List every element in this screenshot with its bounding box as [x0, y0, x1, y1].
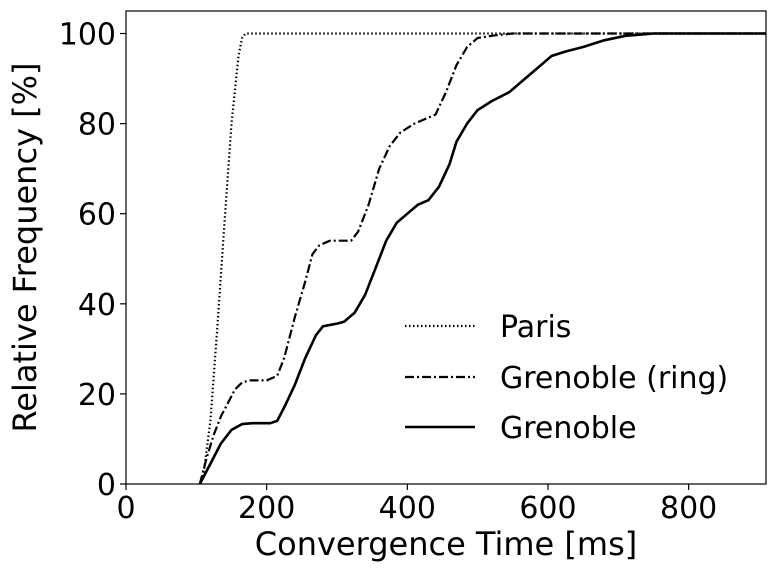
x-tick-label: 800 — [660, 491, 717, 526]
legend-label: Grenoble — [500, 411, 637, 446]
x-tick-label: 200 — [238, 491, 295, 526]
series-line-grenoble — [198, 32, 766, 485]
y-tick-label: 60 — [78, 198, 116, 233]
y-axis-label: Relative Frequency [%] — [6, 62, 44, 432]
series-line-paris — [198, 32, 766, 485]
legend-label: Grenoble (ring) — [500, 361, 728, 396]
y-tick-label: 40 — [78, 288, 116, 323]
x-axis-label: Convergence Time [ms] — [255, 525, 637, 563]
x-tick-label: 600 — [519, 491, 576, 526]
y-tick-label: 100 — [59, 18, 116, 53]
x-axis-ticks: 0 200 400 600 800 — [116, 484, 717, 526]
y-axis-ticks: 0 20 40 60 80 100 — [59, 18, 126, 503]
x-tick-label: 400 — [379, 491, 436, 526]
legend: Paris Grenoble (ring) Grenoble — [405, 310, 728, 446]
y-tick-label: 0 — [97, 468, 116, 503]
y-tick-label: 80 — [78, 108, 116, 143]
series-layer — [198, 32, 766, 485]
x-tick-label: 0 — [116, 491, 135, 526]
legend-label: Paris — [500, 310, 571, 345]
series-line-grenoble-ring — [198, 32, 766, 485]
y-tick-label: 20 — [78, 378, 116, 413]
plot-frame — [125, 10, 767, 485]
